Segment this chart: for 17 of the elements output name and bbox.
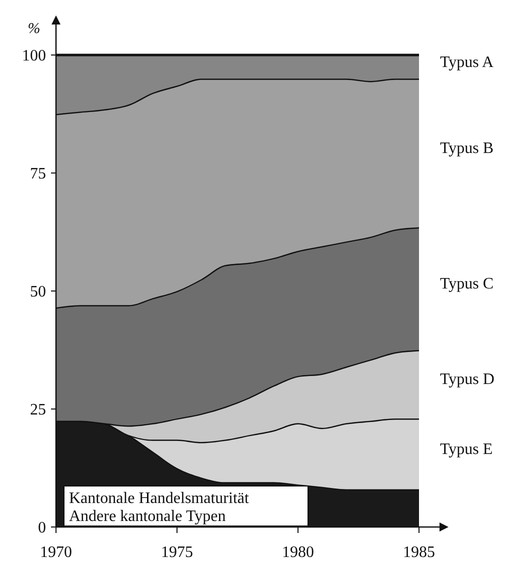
series-label: Typus C — [440, 276, 494, 293]
x-tick-label: 1980 — [282, 544, 314, 561]
x-tick-label: 1985 — [403, 544, 435, 561]
y-tick-label: 25 — [30, 402, 46, 419]
series-label: Typus E — [440, 440, 493, 458]
y-tick-label: 0 — [38, 520, 46, 537]
label-box: Kantonale Handelsmaturität Andere kantonale Typen — [64, 486, 308, 526]
series-label: Kantonale Handelsmaturität Andere kantonale Typen — [69, 490, 250, 525]
series-label: Typus D — [440, 371, 494, 388]
series-label: Typus B — [440, 140, 494, 157]
y-tick-label: 50 — [30, 284, 46, 301]
series-label: Typus A — [440, 54, 494, 71]
x-tick-label: 1970 — [40, 544, 72, 561]
y-axis-title: % — [28, 21, 40, 37]
x-tick-label: 1975 — [161, 544, 193, 561]
y-tick-label: 100 — [22, 48, 46, 65]
y-tick-label: 75 — [30, 166, 46, 183]
